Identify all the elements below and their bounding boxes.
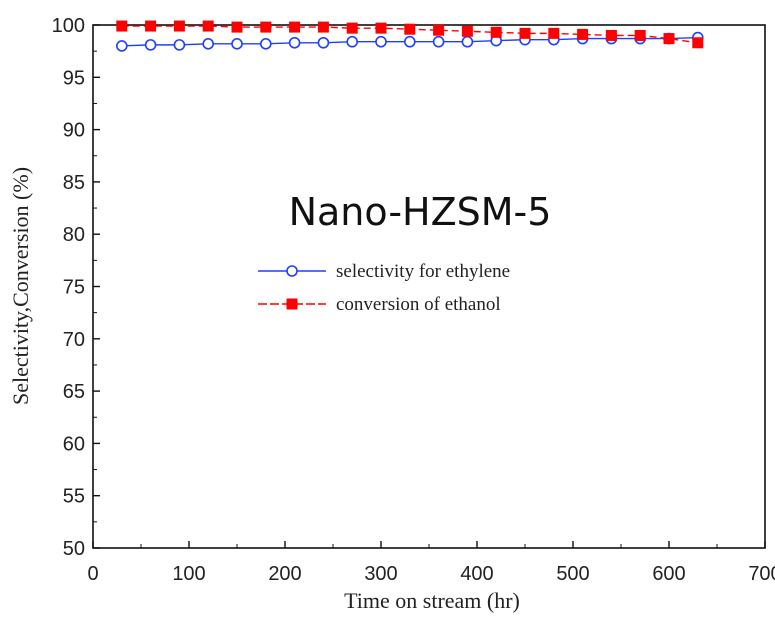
legend-item: selectivity for ethylene [258, 261, 510, 282]
data-point [286, 265, 298, 277]
data-point [461, 35, 474, 48]
data-point [404, 23, 416, 35]
x-tick-label: 500 [556, 563, 589, 585]
data-point [231, 21, 243, 33]
data-point [577, 28, 589, 40]
data-point [634, 29, 646, 41]
data-point [286, 298, 298, 310]
y-tick-label: 70 [63, 329, 85, 351]
data-point [519, 27, 531, 39]
data-point [317, 36, 330, 49]
axis-ticks: 0 100 200 300 400 500 600 700 50 55 60 65 70 75 80 85 90… [52, 15, 775, 585]
data-point [289, 21, 301, 33]
x-tick-label: 300 [364, 563, 397, 585]
series-layer [116, 20, 704, 52]
x-tick-label: 100 [172, 563, 205, 585]
y-tick-label: 90 [63, 120, 85, 142]
data-point [663, 33, 675, 45]
data-point [173, 39, 186, 51]
chart-annotation: Nano-HZSM-5 [289, 190, 552, 234]
data-point [116, 20, 128, 32]
data-point [145, 20, 157, 32]
series-conversion [116, 20, 704, 49]
x-tick-label: 700 [748, 563, 775, 585]
data-point [231, 38, 243, 50]
y-tick-label: 55 [63, 486, 85, 508]
data-point [403, 35, 416, 48]
plot-frame [92, 24, 766, 549]
y-tick-label: 80 [63, 224, 85, 246]
data-point [375, 22, 387, 34]
y-tick-label: 85 [63, 172, 85, 194]
data-point [346, 22, 358, 34]
data-point [116, 40, 128, 52]
y-axis-title: Selectivity,Conversion (%) [8, 167, 33, 405]
legend: selectivity for ethylene conversion of et… [258, 261, 510, 315]
y-tick-label: 100 [52, 15, 85, 37]
y-tick-label: 75 [63, 277, 85, 299]
y-tick-label: 60 [63, 433, 85, 455]
data-point [202, 38, 214, 50]
data-point [605, 29, 617, 41]
data-point [692, 37, 704, 49]
legend-label: conversion of ethanol [336, 294, 501, 315]
x-tick-label: 0 [87, 563, 98, 585]
data-point [461, 25, 473, 37]
data-point [317, 21, 329, 33]
x-tick-label: 400 [460, 563, 493, 585]
y-tick-label: 95 [63, 67, 85, 89]
data-point [433, 24, 445, 36]
y-tick-label: 50 [63, 538, 85, 560]
data-point [346, 35, 359, 48]
x-axis-title: Time on stream (hr) [344, 588, 520, 613]
legend-item: conversion of ethanol [258, 294, 501, 315]
data-point [173, 20, 185, 32]
data-point [144, 39, 157, 51]
data-point [260, 21, 272, 33]
data-point [375, 35, 387, 48]
data-point [202, 20, 214, 32]
legend-label: selectivity for ethylene [336, 261, 510, 282]
data-point [490, 26, 502, 38]
x-tick-label: 200 [268, 563, 301, 585]
data-point [548, 27, 560, 39]
plot-area [92, 24, 766, 549]
x-tick-label: 600 [652, 563, 685, 585]
data-point [432, 35, 445, 48]
data-point [288, 36, 301, 49]
data-point [259, 38, 272, 50]
y-tick-label: 65 [63, 381, 85, 403]
